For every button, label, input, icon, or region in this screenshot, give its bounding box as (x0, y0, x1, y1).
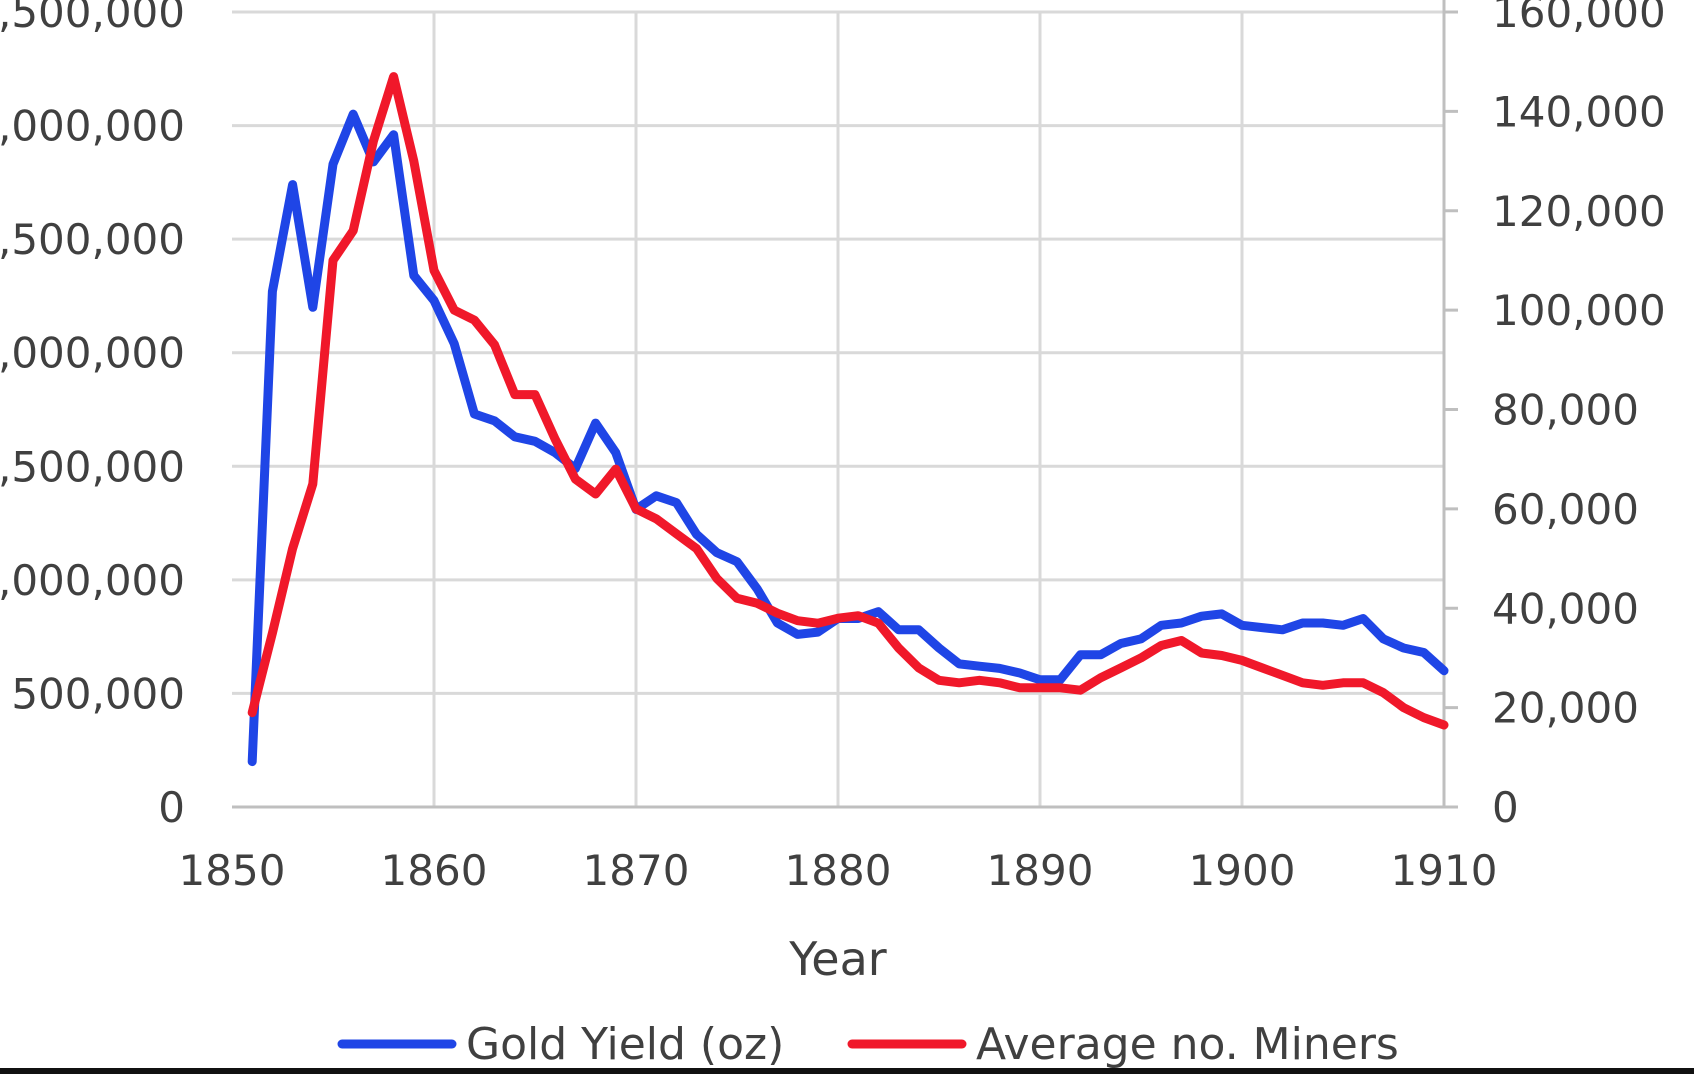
left-tick-label-1: 500,000 (11, 669, 185, 718)
x-tick-label-1880: 1880 (785, 846, 892, 895)
right-y-axis-ticks: 0 20,000 40,000 60,000 80,000 100,000 120,000 1… (1444, 0, 1666, 832)
right-tick-label-7: 140,000 (1492, 87, 1666, 136)
legend: Gold Yield (oz) Average no. Miners (337, 1019, 1399, 1070)
x-tick-label-1860: 1860 (381, 846, 488, 895)
right-tick-label-8: 160,000 (1492, 0, 1666, 37)
right-tick-label-2: 40,000 (1492, 584, 1639, 633)
x-tick-label-1910: 1910 (1391, 846, 1498, 895)
right-tick-label-3: 60,000 (1492, 485, 1639, 534)
x-tick-label-1890: 1890 (987, 846, 1094, 895)
legend-label-gold-yield: Gold Yield (oz) (466, 1019, 784, 1070)
left-tick-label-7: ,500,000 (0, 0, 185, 37)
right-tick-label-6: 120,000 (1492, 187, 1666, 236)
x-axis-title: Year (788, 932, 886, 986)
x-tick-label-1870: 1870 (583, 846, 690, 895)
x-tick-label-1850: 1850 (179, 846, 286, 895)
left-tick-label-2: ,000,000 (0, 556, 185, 605)
right-tick-label-1: 20,000 (1492, 684, 1639, 733)
series-lines (247, 72, 1449, 767)
right-tick-label-5: 100,000 (1492, 286, 1666, 335)
right-tick-label-4: 80,000 (1492, 386, 1639, 435)
right-tick-label-0: 0 (1492, 783, 1519, 832)
left-tick-label-5: ,500,000 (0, 215, 185, 264)
x-axis-ticks: 1850 1860 1870 1880 1890 1900 1910 (179, 846, 1498, 895)
x-tick-label-1900: 1900 (1189, 846, 1296, 895)
legend-label-miners: Average no. Miners (976, 1019, 1399, 1070)
left-tick-label-3: ,500,000 (0, 442, 185, 491)
series-line-miners (247, 72, 1449, 730)
gridlines (232, 10, 1446, 807)
left-y-axis-ticks: 0 500,000 ,000,000 ,500,000 ,000,000 ,500,000… (0, 0, 185, 832)
left-tick-label-0: 0 (158, 783, 185, 832)
left-tick-label-6: ,000,000 (0, 102, 185, 151)
bottom-edge-bar (0, 1068, 1694, 1074)
left-tick-label-4: ,000,000 (0, 329, 185, 378)
